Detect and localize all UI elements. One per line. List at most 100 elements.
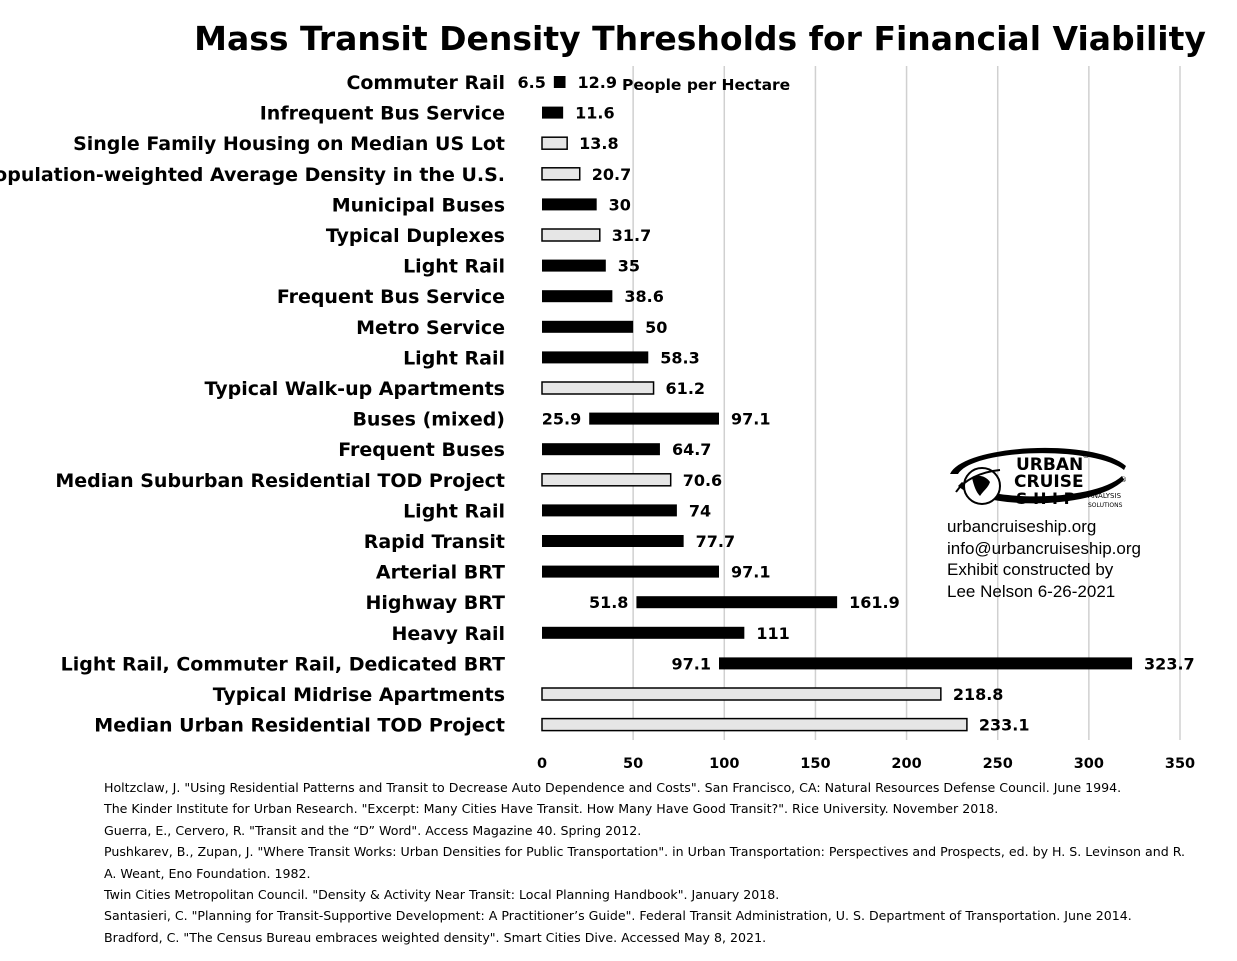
chart: Mass Transit Density Thresholds for Fina…: [0, 19, 1206, 772]
category-labels: Commuter Rail Infrequent Bus Service Singl…: [0, 72, 505, 737]
bar: [718, 657, 1133, 670]
reference-item: The Kinder Institute for Urban Research.…: [104, 801, 999, 817]
bar-end-value-label: 30: [609, 195, 631, 214]
author-date: Lee Nelson 6-26-2021: [947, 581, 1116, 601]
reference-item: Guerra, E., Cervero, R. "Transit and the…: [104, 822, 642, 838]
credit-block: urbancruiseship.org info@urbancruiseship…: [947, 516, 1141, 602]
references: Holtzclaw, J. "Using Residential Pattern…: [104, 777, 1194, 948]
x-tick-label: 100: [709, 756, 739, 772]
bar: [542, 565, 719, 578]
bar: [542, 626, 745, 639]
bar: [541, 381, 655, 395]
bar-end-value-label: 50: [645, 318, 667, 337]
bar: [542, 351, 649, 364]
logo-sub-line-1: ANALYSIS: [1088, 492, 1122, 500]
bar-end-value-label: 11.6: [575, 104, 614, 123]
bar: [542, 320, 634, 333]
bar: [541, 136, 568, 150]
unit-annotation: People per Hectare: [622, 76, 790, 94]
chart-title: Mass Transit Density Thresholds for Fina…: [194, 19, 1206, 58]
bar: [542, 259, 606, 272]
bar-end-value-label: 323.7: [1144, 654, 1195, 673]
reference-item: Twin Cities Metropolitan Council. "Densi…: [104, 887, 780, 903]
category-label: Typical Walk-up Apartments: [205, 378, 505, 400]
value-labels: 12.9 6.5 11.6 13.8 20.7 30 31.7 35 38.6 50 58.3 61.…: [518, 73, 1195, 735]
reference-item: Santasieri, C. "Planning for Transit-Sup…: [104, 908, 1132, 924]
x-tick-label: 150: [800, 756, 830, 772]
logo-line-3: S H I P: [1016, 489, 1076, 508]
bar-end-value-label: 97.1: [731, 410, 770, 429]
bar-start-value-label: 25.9: [542, 410, 581, 429]
bar: [542, 535, 684, 547]
bar: [541, 167, 581, 181]
category-label: Median Urban Residential TOD Project: [94, 715, 505, 737]
bar-start-value-label: 97.1: [672, 654, 711, 673]
logo-line-2: CRUISE: [1014, 472, 1084, 492]
bar-end-value-label: 161.9: [849, 593, 900, 612]
bar-end-value-label: 12.9: [578, 73, 617, 92]
x-axis-tick-labels: 0 50 100 150 200 250 300 350: [537, 756, 1195, 772]
email-text: info@urbancruiseship.org: [947, 538, 1141, 558]
category-label: Metro Service: [356, 317, 505, 339]
bar-end-value-label: 58.3: [660, 348, 699, 367]
grid-lines: [632, 66, 1181, 740]
category-label: Typical Duplexes: [326, 225, 505, 247]
bar-start-value-label: 6.5: [518, 73, 546, 92]
bar-end-value-label: 233.1: [979, 716, 1030, 735]
reference-item: Holtzclaw, J. "Using Residential Pattern…: [104, 780, 1122, 795]
reference-item: Bradford, C. "The Census Bureau embraces…: [104, 929, 767, 945]
category-label: Typical Midrise Apartments: [213, 684, 505, 706]
x-tick-label: 350: [1165, 756, 1195, 772]
category-label: Light Rail: [403, 256, 505, 278]
bar: [541, 473, 672, 487]
category-label: Population-weighted Average Density in t…: [0, 164, 505, 186]
bar: [542, 198, 597, 211]
x-tick-label: 300: [1074, 756, 1104, 772]
bar: [542, 106, 564, 119]
bar: [542, 443, 660, 456]
logo-emblem: URBAN ® CRUISE ® S H I P ANALYSIS SOLUTI…: [950, 447, 1127, 509]
bar-end-value-label: 38.6: [624, 287, 663, 306]
bar-end-value-label: 35: [618, 257, 640, 276]
category-label: Rapid Transit: [364, 531, 505, 553]
bar-end-value-label: 20.7: [592, 165, 631, 184]
x-tick-label: 200: [891, 756, 921, 772]
website-text: urbancruiseship.org: [947, 517, 1097, 536]
category-label: Light Rail, Commuter Rail, Dedicated BRT: [61, 653, 505, 675]
bar-end-value-label: 97.1: [731, 563, 770, 582]
bar-end-value-label: 218.8: [953, 685, 1004, 704]
reference-item: Pushkarev, B., Zupan, J. "Where Transit …: [104, 844, 1186, 881]
x-tick-label: 250: [983, 756, 1013, 772]
credit-line: Exhibit constructed by: [947, 560, 1114, 579]
bar-end-value-label: 61.2: [666, 379, 705, 398]
category-label: Buses (mixed): [352, 409, 505, 431]
bar-group: [541, 76, 1133, 732]
category-label: Frequent Buses: [338, 439, 505, 461]
category-label: Highway BRT: [365, 592, 505, 614]
bar-end-value-label: 111: [756, 624, 789, 643]
category-label: Municipal Buses: [332, 194, 505, 216]
bar: [553, 76, 566, 88]
bar: [542, 290, 613, 303]
category-label: Light Rail: [403, 347, 505, 369]
urban-cruise-ship-logo: URBAN ® CRUISE ® S H I P ANALYSIS SOLUTI…: [944, 440, 1134, 512]
category-label: Heavy Rail: [392, 623, 505, 645]
category-label: Infrequent Bus Service: [260, 103, 505, 125]
bar: [589, 412, 719, 425]
bar: [636, 596, 838, 609]
x-tick-label: 50: [623, 756, 643, 772]
logo-registered-mark: ®: [1120, 476, 1127, 484]
x-tick-label: 0: [537, 756, 547, 772]
bar: [541, 687, 942, 701]
category-label: Light Rail: [403, 500, 505, 522]
category-label: Median Suburban Residential TOD Project: [55, 470, 505, 492]
bar: [541, 717, 968, 732]
category-label: Frequent Bus Service: [277, 286, 505, 308]
category-label: Single Family Housing on Median US Lot: [73, 133, 505, 155]
bar-start-value-label: 51.8: [589, 593, 628, 612]
bar-end-value-label: 70.6: [683, 471, 722, 490]
logo-line-1: URBAN: [1016, 455, 1083, 475]
bar-end-value-label: 31.7: [612, 226, 651, 245]
category-label: Arterial BRT: [376, 562, 505, 584]
bar-end-value-label: 74: [689, 501, 711, 520]
